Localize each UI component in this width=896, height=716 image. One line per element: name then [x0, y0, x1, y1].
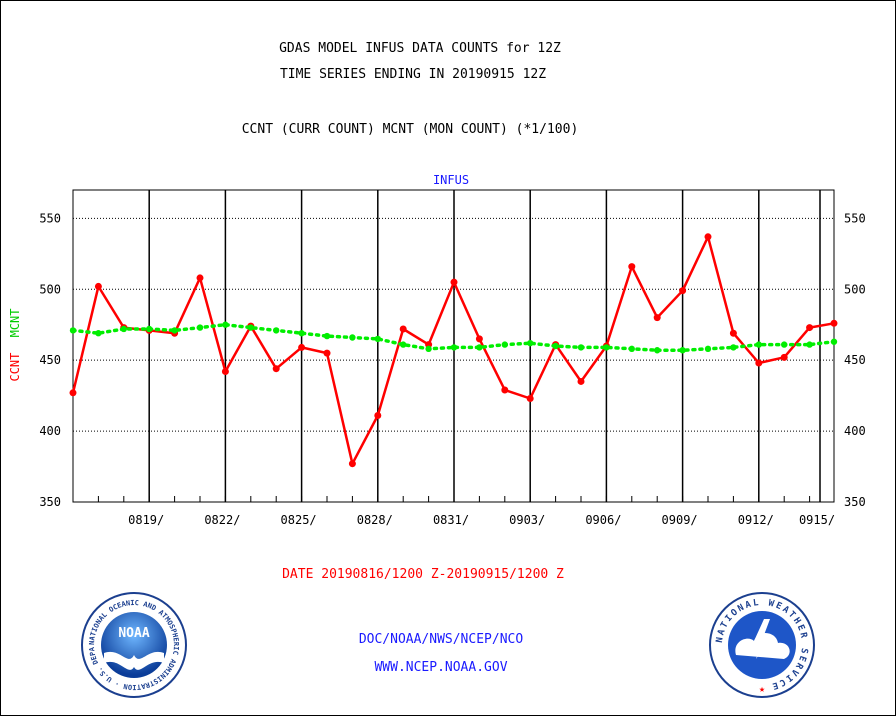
- series-layer: [69, 233, 838, 468]
- y-label-mcnt: MCNT: [8, 308, 22, 337]
- y-label-ccnt: CCNT: [8, 353, 22, 382]
- series-ccnt-point: [653, 314, 661, 322]
- series-ccnt-point: [780, 353, 788, 361]
- star-icon: ★: [759, 684, 765, 695]
- series-mcnt-point: [273, 327, 280, 334]
- series-mcnt-point: [603, 344, 610, 351]
- x-tick-label: 0828/: [357, 513, 393, 527]
- series-mcnt-point: [755, 341, 762, 348]
- series-ccnt-point: [628, 263, 636, 271]
- series-mcnt-point: [781, 341, 788, 348]
- series-mcnt-point: [476, 344, 483, 351]
- series-mcnt-point: [69, 327, 77, 334]
- series-mcnt-point: [830, 338, 838, 345]
- series-mcnt-point: [146, 325, 153, 333]
- plot-title: INFUS: [433, 173, 469, 187]
- series-ccnt-point: [729, 329, 737, 337]
- y-tick-label-right: 450: [844, 353, 866, 367]
- series-ccnt-point: [806, 324, 814, 332]
- noaa-center-text: NOAA: [118, 626, 149, 641]
- series-mcnt-point: [730, 344, 737, 351]
- title-line-2: TIME SERIES ENDING IN 20190915 12Z: [280, 67, 546, 82]
- series-mcnt-point: [349, 334, 356, 341]
- series-mcnt-point: [654, 347, 661, 354]
- series-mcnt-point: [577, 344, 585, 351]
- lightning-icon: [754, 619, 772, 659]
- y-tick-label-left: 550: [39, 211, 61, 225]
- date-range-label: DATE 20190816/1200 Z-20190915/1200 Z: [282, 567, 564, 582]
- x-tick-label: 0906/: [585, 513, 621, 527]
- series-mcnt-point: [501, 341, 508, 348]
- series-mcnt-point: [806, 341, 813, 348]
- series-mcnt-point: [95, 330, 102, 337]
- series-ccnt-point: [399, 325, 407, 333]
- series-mcnt-point: [196, 324, 204, 331]
- series-ccnt-point: [374, 411, 382, 419]
- x-tick-label: 0915/: [799, 513, 835, 527]
- x-tick-label: 0831/: [433, 513, 469, 527]
- series-ccnt-point: [704, 233, 712, 241]
- series-mcnt-point: [323, 332, 331, 340]
- series-mcnt-point: [298, 330, 305, 337]
- plot-frame: [72, 189, 835, 503]
- series-ccnt-point: [94, 282, 102, 290]
- series-ccnt-point: [348, 460, 356, 468]
- x-tick-label: 0912/: [738, 513, 774, 527]
- noaa-logo: NATIONAL OCEANIC AND ATMOSPHERIC ADMINIS…: [81, 592, 187, 698]
- series-mcnt-point: [374, 335, 381, 343]
- chart-subtitle: CCNT (CURR COUNT) MCNT (MON COUNT) (*1/1…: [242, 122, 579, 137]
- x-tick-label: 0825/: [281, 513, 317, 527]
- series-ccnt-point: [69, 389, 77, 397]
- series-mcnt-point: [552, 342, 559, 350]
- series-mcnt-point: [247, 324, 254, 331]
- x-tick-label: 0819/: [128, 513, 164, 527]
- nws-logo: NATIONAL WEATHER SERVICE ★: [709, 592, 815, 698]
- website-link[interactable]: WWW.NCEP.NOAA.GOV: [374, 660, 507, 675]
- series-ccnt-point: [526, 394, 534, 402]
- y-tick-label-right: 400: [844, 424, 866, 438]
- noaa-inner-disc: [101, 612, 167, 678]
- y-tick-label-left: 500: [39, 282, 61, 296]
- series-mcnt-point: [628, 345, 635, 353]
- series-ccnt-point: [272, 365, 280, 373]
- x-tick-label: 0822/: [204, 513, 240, 527]
- series-ccnt-point: [298, 343, 306, 351]
- series-mcnt-point: [679, 347, 686, 354]
- series-ccnt-point: [475, 335, 483, 343]
- series-ccnt-point: [221, 368, 229, 376]
- series-mcnt-point: [400, 341, 407, 348]
- y-tick-label-left: 350: [39, 495, 61, 509]
- x-tick-label: 0903/: [509, 513, 545, 527]
- series-ccnt-point: [501, 386, 509, 394]
- series-mcnt-point: [450, 344, 458, 351]
- series-ccnt-point: [755, 359, 763, 367]
- series-mcnt-point: [171, 327, 178, 334]
- series-ccnt-point: [450, 278, 458, 286]
- series-mcnt-point: [527, 339, 534, 347]
- x-tick-label: 0909/: [662, 513, 698, 527]
- series-mcnt-point: [222, 321, 229, 328]
- y-tick-label-left: 400: [39, 424, 61, 438]
- series-ccnt-point: [830, 319, 838, 327]
- series-ccnt-point: [679, 287, 687, 295]
- org-path-label: DOC/NOAA/NWS/NCEP/NCO: [359, 632, 524, 647]
- seagull-icon: [104, 651, 164, 670]
- y-tick-label-right: 500: [844, 282, 866, 296]
- y-tick-label-right: 350: [844, 495, 866, 509]
- y-tick-label-left: 450: [39, 353, 61, 367]
- y-tick-label-right: 550: [844, 211, 866, 225]
- title-line-1: GDAS MODEL INFUS DATA COUNTS for 12Z: [279, 41, 561, 56]
- series-ccnt-point: [577, 377, 585, 385]
- y-axis-label: CCNT MCNT: [8, 308, 22, 381]
- y-axis-label-text: CCNT MCNT: [8, 308, 22, 381]
- series-ccnt-point: [196, 274, 204, 282]
- series-ccnt-point: [323, 349, 331, 357]
- series-mcnt-point: [120, 325, 128, 333]
- series-mcnt-point: [704, 345, 712, 353]
- axis-layer: 350 350 400 400 450 450 500 500 550 550 0819/0822/…: [39, 189, 866, 527]
- series-mcnt-point: [425, 345, 432, 353]
